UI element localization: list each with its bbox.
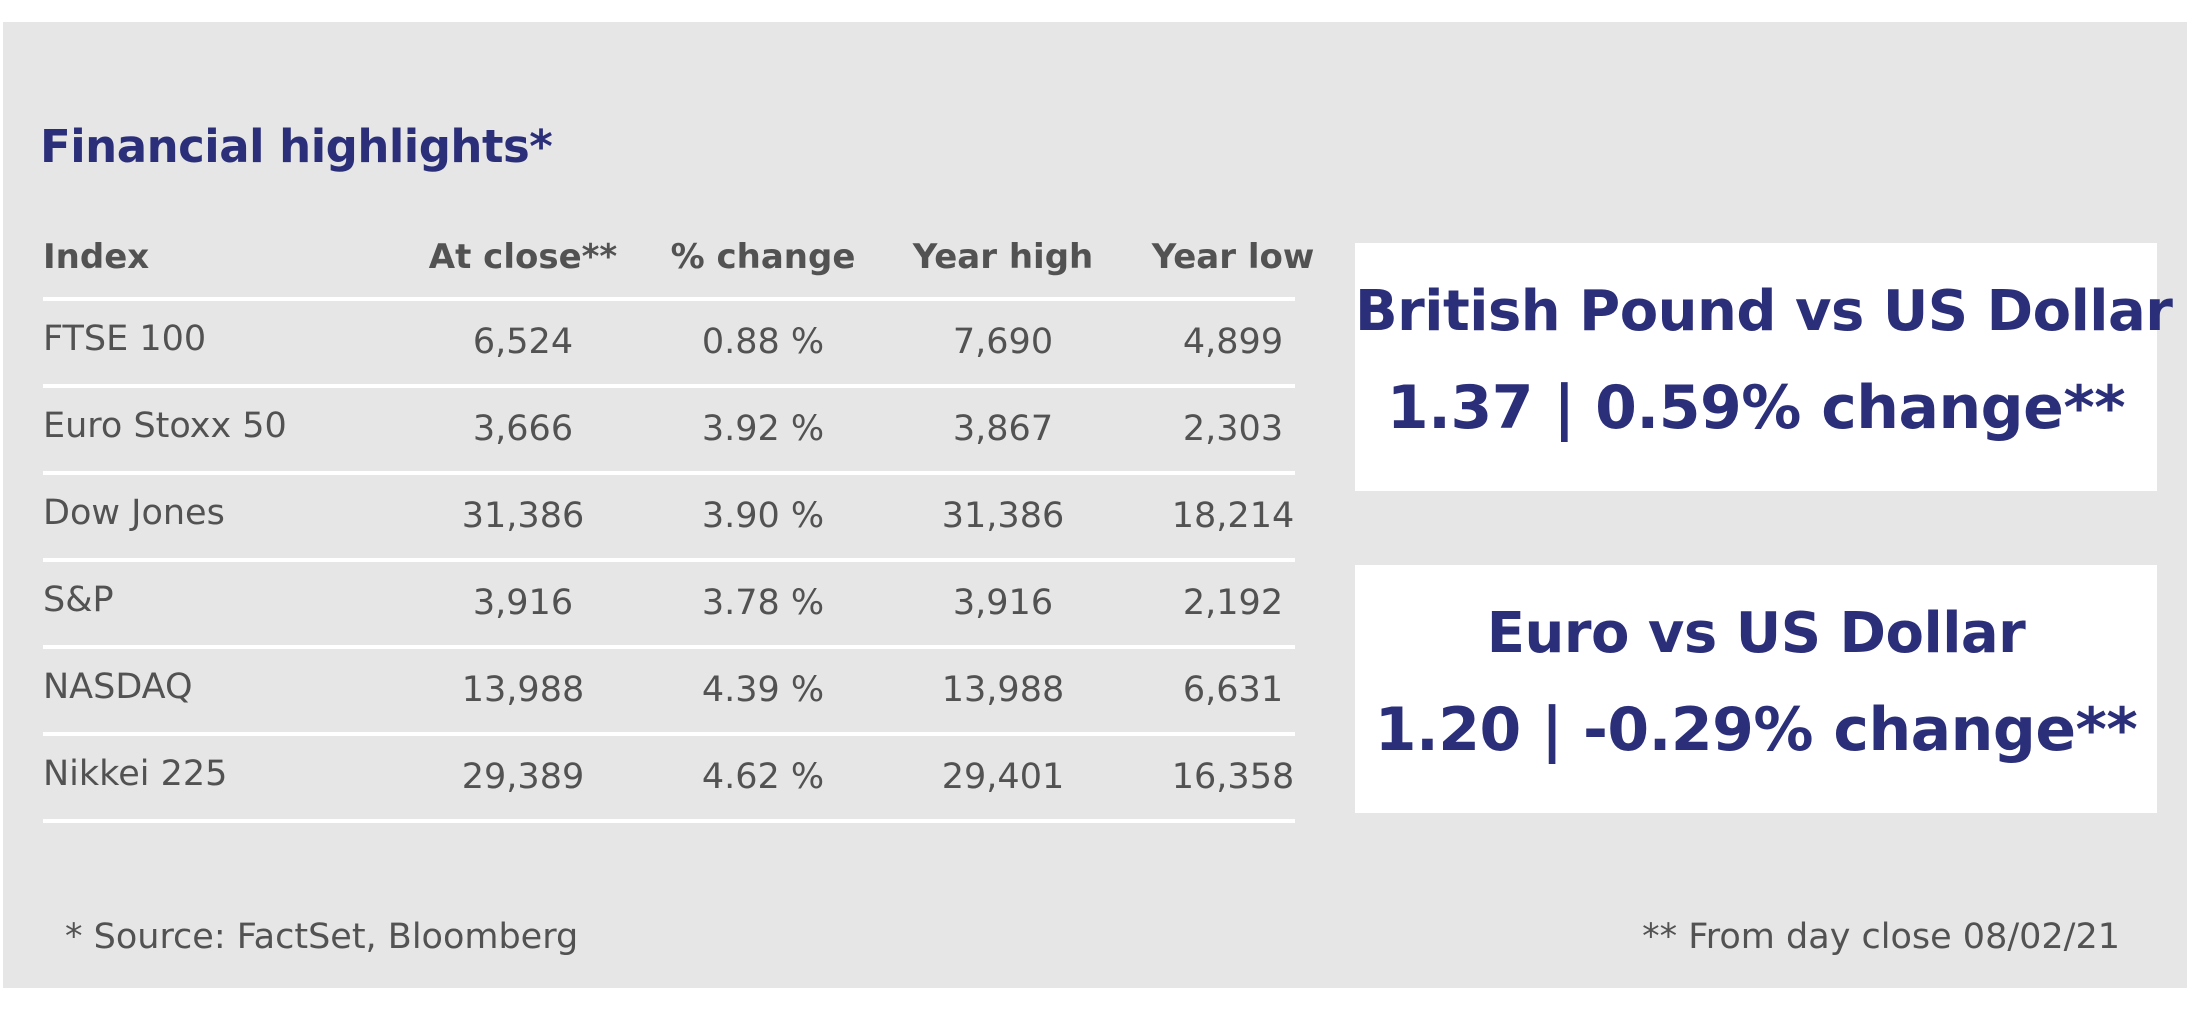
- table-header-row: Index At close** % change Year high Year…: [43, 227, 1314, 301]
- index-table: Index At close** % change Year high Year…: [43, 227, 1314, 823]
- header-year-low: Year low: [1151, 237, 1315, 277]
- at-close-value: 3,666: [472, 409, 574, 449]
- year-high-value: 13,988: [941, 670, 1065, 710]
- year-low-value: 2,192: [1182, 583, 1284, 623]
- gbp-usd-title: British Pound vs US Dollar: [1355, 279, 2173, 344]
- gbp-usd-rate-card: British Pound vs US Dollar 1.37 | 0.59% …: [1355, 243, 2173, 491]
- eur-usd-value: 1.20 | -0.29% change**: [1374, 695, 2138, 765]
- page-title: Financial highlights*: [40, 120, 553, 173]
- at-close-value: 3,916: [472, 583, 574, 623]
- year-low-value: 16,358: [1171, 757, 1295, 797]
- eur-usd-title: Euro vs US Dollar: [1486, 601, 2026, 666]
- year-low-value: 18,214: [1171, 496, 1295, 536]
- year-high-value: 3,867: [952, 409, 1054, 449]
- index-name: FTSE 100: [43, 319, 207, 359]
- percent-change-value: 3.78 %: [701, 583, 825, 623]
- index-name: S&P: [43, 580, 114, 620]
- gbp-usd-value: 1.37 | 0.59% change**: [1386, 373, 2126, 443]
- header-at-close: At close**: [428, 237, 618, 277]
- percent-change-value: 3.92 %: [701, 409, 825, 449]
- percent-change-value: 4.62 %: [701, 757, 825, 797]
- percent-change-value: 3.90 %: [701, 496, 825, 536]
- header-index: Index: [43, 237, 150, 277]
- header-percent-change: % change: [670, 237, 856, 277]
- at-close-value: 29,389: [461, 757, 585, 797]
- index-name: Dow Jones: [43, 493, 225, 533]
- at-close-value: 31,386: [461, 496, 585, 536]
- year-low-value: 2,303: [1182, 409, 1284, 449]
- table-row: Euro Stoxx 50 3,666 3.92 % 3,867 2,303: [43, 388, 1295, 475]
- table-row: Dow Jones 31,386 3.90 % 31,386 18,214: [43, 475, 1295, 562]
- table-row: Nikkei 225 29,389 4.62 % 29,401 16,358: [43, 736, 1295, 823]
- index-name: Euro Stoxx 50: [43, 406, 287, 446]
- at-close-value: 13,988: [461, 670, 585, 710]
- index-name: Nikkei 225: [43, 754, 228, 794]
- header-year-high: Year high: [912, 237, 1094, 277]
- percent-change-value: 4.39 %: [701, 670, 825, 710]
- year-high-value: 29,401: [941, 757, 1065, 797]
- year-high-value: 7,690: [952, 322, 1054, 362]
- year-high-value: 3,916: [952, 583, 1054, 623]
- year-high-value: 31,386: [941, 496, 1065, 536]
- date-footnote: ** From day close 08/02/21: [1642, 917, 2120, 957]
- table-row: FTSE 100 6,524 0.88 % 7,690 4,899: [43, 301, 1295, 388]
- table-row: S&P 3,916 3.78 % 3,916 2,192: [43, 562, 1295, 649]
- table-row: NASDAQ 13,988 4.39 % 13,988 6,631: [43, 649, 1295, 736]
- index-name: NASDAQ: [43, 667, 193, 707]
- percent-change-value: 0.88 %: [701, 322, 825, 362]
- source-footnote: * Source: FactSet, Bloomberg: [65, 917, 579, 957]
- year-low-value: 4,899: [1182, 322, 1284, 362]
- year-low-value: 6,631: [1182, 670, 1284, 710]
- eur-usd-rate-card: Euro vs US Dollar 1.20 | -0.29% change**: [1355, 565, 2157, 813]
- at-close-value: 6,524: [472, 322, 574, 362]
- financial-highlights-panel: Financial highlights* Index At close** %…: [3, 22, 2187, 988]
